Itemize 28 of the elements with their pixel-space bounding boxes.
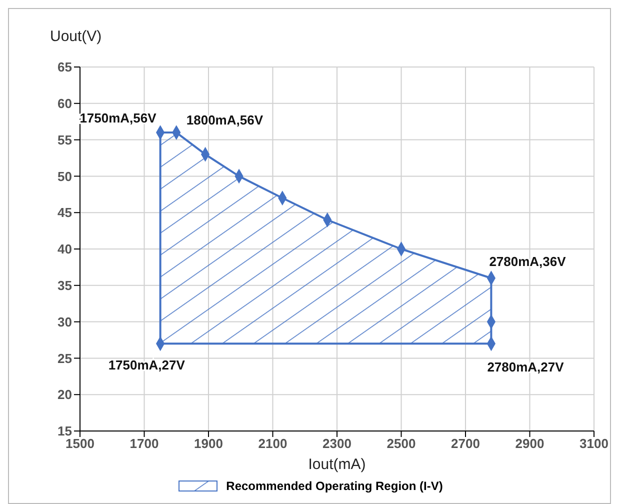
y-tick-label: 20 [58,387,72,402]
x-tick-label: 2300 [322,436,352,452]
x-tick-label: 2100 [258,436,288,452]
y-tick-label: 15 [58,424,72,439]
legend-label: Recommended Operating Region (I-V) [226,479,443,493]
y-tick-label: 40 [58,242,72,257]
x-tick-label: 3100 [580,436,608,452]
annotation: 1750mA,56V [80,110,157,126]
y-tick-label: 60 [58,96,72,112]
x-tick-label: 2900 [515,436,544,452]
x-axis-title: Iout(mA) [308,456,366,473]
y-tick-label: 55 [58,132,72,148]
annotation: 2780mA,27V [487,360,564,375]
annotation: 2780mA,36V [489,254,566,270]
y-tick-label: 30 [58,314,72,330]
y-tick-label: 65 [58,60,72,75]
y-tick-label: 35 [58,278,72,294]
x-tick-label: 1500 [66,436,94,452]
y-tick-label: 45 [58,205,72,220]
y-tick-label: 25 [58,350,72,366]
annotation: 1800mA,56V [186,112,264,128]
annotation: 1750mA,27V [108,358,186,373]
x-tick-label: 2500 [386,436,416,452]
y-tick-label: 50 [58,168,72,184]
x-tick-label: 1900 [194,436,223,452]
x-tick-label: 2700 [451,436,480,452]
y-axis-title: Uout(V) [50,28,102,45]
x-tick-label: 1700 [130,436,159,452]
